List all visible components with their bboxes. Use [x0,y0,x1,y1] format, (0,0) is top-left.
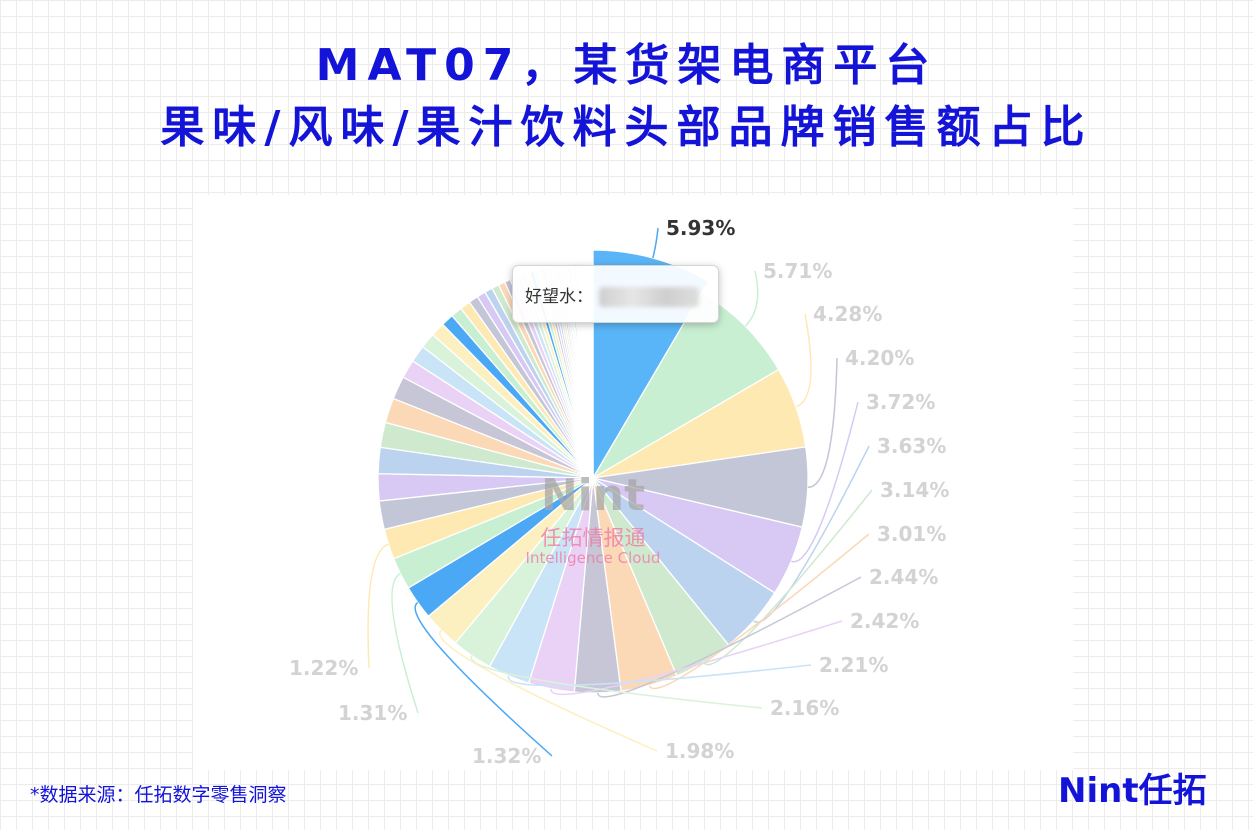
slice-data-label-8: 2.44% [869,565,938,589]
slice-data-label-15: 1.22% [289,656,358,680]
slice-tooltip: 好望水： [512,265,719,323]
slice-data-label-9: 2.42% [850,609,919,633]
title-line-1: MAT07，某货架电商平台 [315,40,938,91]
label-leader-9 [550,620,843,696]
slice-data-label-5: 3.63% [877,434,946,458]
label-leader-3 [807,357,838,488]
slice-data-label-12: 1.98% [665,739,734,763]
label-leader-6 [703,489,873,666]
label-leader-10 [507,664,812,687]
label-leader-8 [596,576,862,698]
brand-logo: Nint任拓 [1058,771,1207,811]
slice-data-label-2: 4.28% [813,302,882,326]
slice-data-label-1: 5.71% [763,259,832,283]
tooltip-blurred-value [599,287,699,307]
watermark-en: Intelligence Cloud [525,549,661,567]
label-leader-15 [367,543,389,669]
label-leader-13 [414,601,553,757]
label-leader-7 [648,533,870,690]
watermark-brand: Nint [540,470,646,521]
label-leader-2 [795,313,812,408]
label-leader-14 [391,572,419,714]
slice-data-label-14: 1.31% [338,701,407,725]
watermark-cn: 任拓情报通 [540,526,646,550]
label-leader-0 [652,227,659,259]
slice-data-label-7: 3.01% [877,522,946,546]
label-leader-11 [470,655,763,709]
slice-data-label-6: 3.14% [880,478,949,502]
slice-data-label-0: 5.93% [666,216,735,240]
label-leader-4 [790,401,859,563]
tooltip-label: 好望水： [525,287,593,307]
label-leader-12 [439,629,658,752]
slice-data-label-4: 3.72% [866,390,935,414]
slice-data-label-13: 1.32% [472,744,541,768]
slice-data-label-3: 4.20% [845,346,914,370]
label-leader-1 [744,270,759,327]
title-line-2: 果味/风味/果汁饮料头部品牌销售额占比 [160,102,1093,153]
slice-data-label-11: 2.16% [770,696,839,720]
data-source-note: *数据来源：任拓数字零售洞察 [30,784,287,806]
slice-data-label-10: 2.21% [819,653,888,677]
